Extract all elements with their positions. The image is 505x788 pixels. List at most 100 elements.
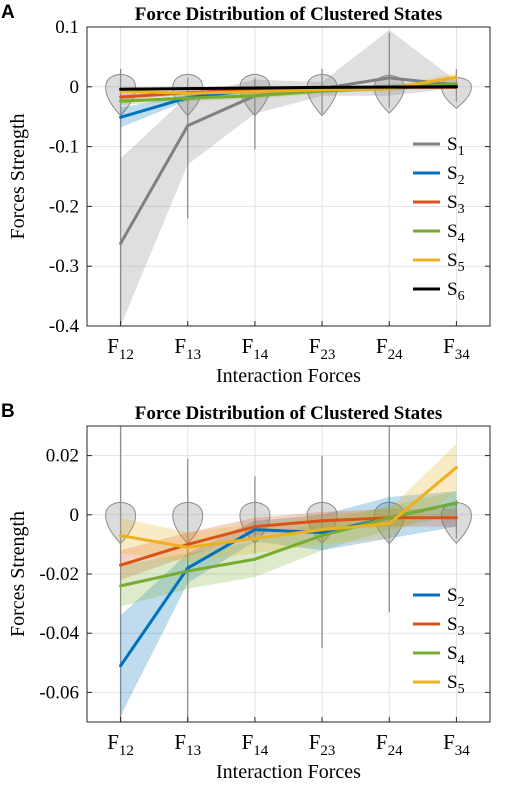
data-point xyxy=(186,545,190,549)
y-tick-label: 0.1 xyxy=(55,17,79,38)
legend-label: S4 xyxy=(447,643,465,668)
panel-b-chart: B -0.06 -0.04 -0.02 0 0.02 F12 F13 F14 F23 F24 F34 F… xyxy=(1,401,491,783)
series-line-S5 xyxy=(120,466,458,549)
x-tick-label: F12 xyxy=(107,730,134,759)
y-tick-label: -0.06 xyxy=(39,682,79,703)
x-tick-label: F23 xyxy=(309,730,336,759)
data-point xyxy=(320,88,324,92)
legend-label: S6 xyxy=(447,279,465,304)
data-point xyxy=(320,528,324,532)
data-point xyxy=(119,563,123,567)
x-axis-label: Interaction Forces xyxy=(216,761,361,783)
data-point xyxy=(387,76,391,80)
x-tick-label: F34 xyxy=(443,334,470,363)
y-axis-label: Forces Strength xyxy=(7,113,29,239)
legend-label: S1 xyxy=(447,134,465,159)
data-point xyxy=(253,536,257,540)
x-tick-label: F24 xyxy=(376,730,403,759)
data-point xyxy=(320,531,324,535)
data-point xyxy=(253,94,257,98)
legend: S1 S2 S3 S4 S5 S6 xyxy=(413,134,465,304)
plot-area xyxy=(87,27,490,326)
data-point xyxy=(186,124,190,128)
legend-label: S2 xyxy=(447,163,465,188)
legend-label: S5 xyxy=(447,672,465,697)
data-point xyxy=(320,519,324,523)
y-tick-label: -0.3 xyxy=(49,256,79,277)
series-band-S2 xyxy=(120,491,457,717)
legend: S2 S3 S4 S5 xyxy=(413,585,465,697)
legend-label: S4 xyxy=(447,221,465,246)
data-point xyxy=(119,115,123,119)
panel-a-chart: A -0.4 -0.3 -0.2 -0.1 0 0.1 F12 F13 F14 F23 F24 F34 F… xyxy=(1,2,491,387)
legend-label: S2 xyxy=(447,585,465,610)
chart-title: Force Distribution of Clustered States xyxy=(135,4,443,25)
data-point xyxy=(454,85,458,89)
data-point xyxy=(186,87,190,91)
data-point xyxy=(186,91,190,95)
data-point xyxy=(320,534,324,538)
data-point xyxy=(320,85,324,89)
data-point xyxy=(253,528,257,532)
x-axis-label: Interaction Forces xyxy=(216,365,361,387)
violin-body xyxy=(172,73,204,117)
data-point xyxy=(253,90,257,94)
y-tick-label: -0.1 xyxy=(49,137,79,158)
data-point xyxy=(186,542,190,546)
data-point xyxy=(186,569,190,573)
y-tick-label: 0 xyxy=(70,77,80,98)
x-tick-label: F13 xyxy=(174,334,201,363)
y-tick-label: -0.04 xyxy=(39,623,79,644)
data-point xyxy=(387,85,391,89)
x-tick-label: F23 xyxy=(309,334,336,363)
violin-body xyxy=(306,73,338,117)
y-tick-label: 0.02 xyxy=(46,446,79,467)
series-line-S3 xyxy=(120,516,457,567)
y-tick-label: -0.02 xyxy=(39,564,79,585)
axes-box xyxy=(86,26,491,327)
data-point xyxy=(454,82,458,86)
x-tick-label: F14 xyxy=(242,730,269,759)
x-tick-label: F13 xyxy=(174,730,201,759)
violin-group xyxy=(105,32,472,326)
y-tick-label: -0.4 xyxy=(49,316,80,337)
data-point xyxy=(119,534,123,538)
data-point xyxy=(387,516,391,520)
y-axis-label: Forces Strength xyxy=(7,511,29,637)
legend-label: S5 xyxy=(447,250,465,275)
data-point xyxy=(454,501,458,505)
x-tick-label: F12 xyxy=(107,334,134,363)
data-point xyxy=(119,87,123,91)
data-point xyxy=(454,75,458,79)
panel-letter: A xyxy=(1,2,15,23)
data-point xyxy=(253,86,257,90)
data-point xyxy=(119,241,123,245)
data-point xyxy=(454,465,458,469)
data-point xyxy=(454,516,458,520)
x-tick-label: F14 xyxy=(242,334,269,363)
panel-letter: B xyxy=(1,401,15,422)
legend-label: S3 xyxy=(447,614,465,639)
data-point xyxy=(253,525,257,529)
y-tick-label: 0 xyxy=(70,505,80,526)
violin-body xyxy=(105,73,136,117)
data-point xyxy=(119,584,123,588)
x-tick-label: F34 xyxy=(443,730,470,759)
data-point xyxy=(119,99,123,103)
data-point xyxy=(119,664,123,668)
violin-body xyxy=(105,501,136,545)
series-line-S6 xyxy=(120,85,457,91)
chart-title: Force Distribution of Clustered States xyxy=(135,403,443,424)
data-point xyxy=(186,566,190,570)
y-tick-label: -0.2 xyxy=(49,196,79,217)
data-point xyxy=(186,96,190,100)
series-band-S1 xyxy=(120,29,457,327)
data-point xyxy=(253,557,257,561)
violin-body xyxy=(441,501,472,545)
legend-label: S3 xyxy=(447,192,465,217)
x-tick-label: F24 xyxy=(376,334,403,363)
series-band-S5 xyxy=(120,443,457,563)
data-point xyxy=(387,522,391,526)
data-point xyxy=(119,95,123,99)
